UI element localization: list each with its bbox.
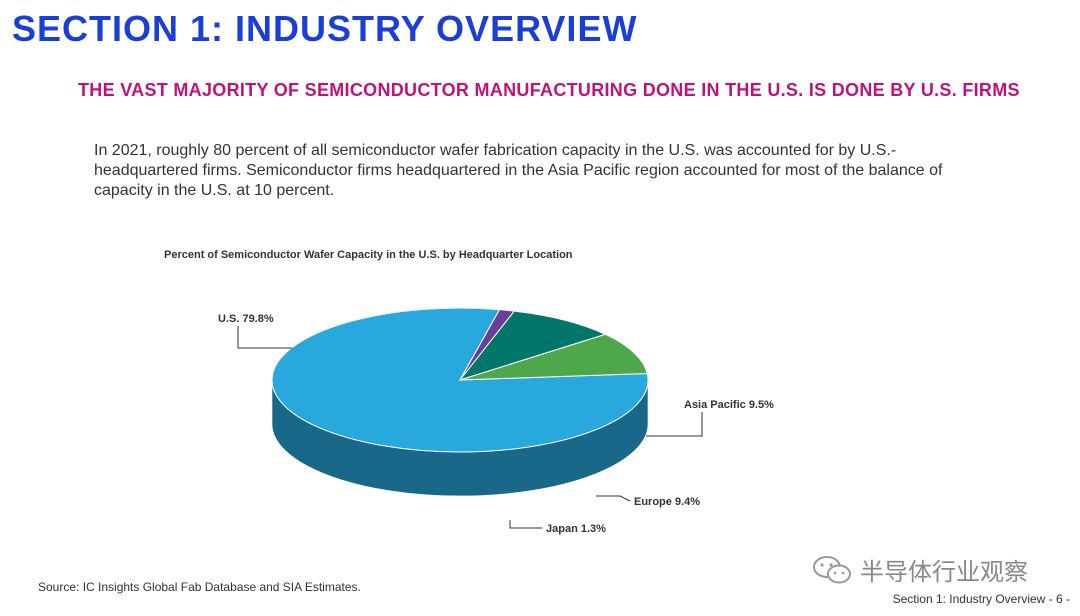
headline: THE VAST MAJORITY OF SEMICONDUCTOR MANUF… <box>78 80 1020 100</box>
pie-slice-asia-pacific <box>459 333 648 381</box>
data-label-asia-pacific: Asia Pacific 9.5% <box>684 399 774 411</box>
intro-paragraph: In 2021, roughly 80 percent of all semic… <box>94 142 943 199</box>
section-title: SECTION 1: INDUSTRY OVERVIEW <box>12 8 638 49</box>
leader-line-u-s- <box>237 326 292 349</box>
leader-line-asia-pacific <box>646 412 703 437</box>
leader-line-japan <box>509 520 542 529</box>
chart-title: Percent of Semiconductor Wafer Capacity … <box>164 249 573 261</box>
leader-line-europe <box>596 495 631 502</box>
page-footer: Section 1: Industry Overview - 6 - <box>892 592 1070 606</box>
watermark-text: 半导体行业观察 <box>860 558 1028 586</box>
data-label-japan: Japan 1.3% <box>546 523 606 535</box>
data-label-u-s-: U.S. 79.8% <box>218 313 274 325</box>
data-label-europe: Europe 9.4% <box>634 496 700 508</box>
wechat-icon <box>813 555 851 583</box>
pie-slice-europe <box>458 310 607 381</box>
watermark: 半导体行业观察 <box>812 552 1028 587</box>
source-note: Source: IC Insights Global Fab Database … <box>38 580 361 594</box>
